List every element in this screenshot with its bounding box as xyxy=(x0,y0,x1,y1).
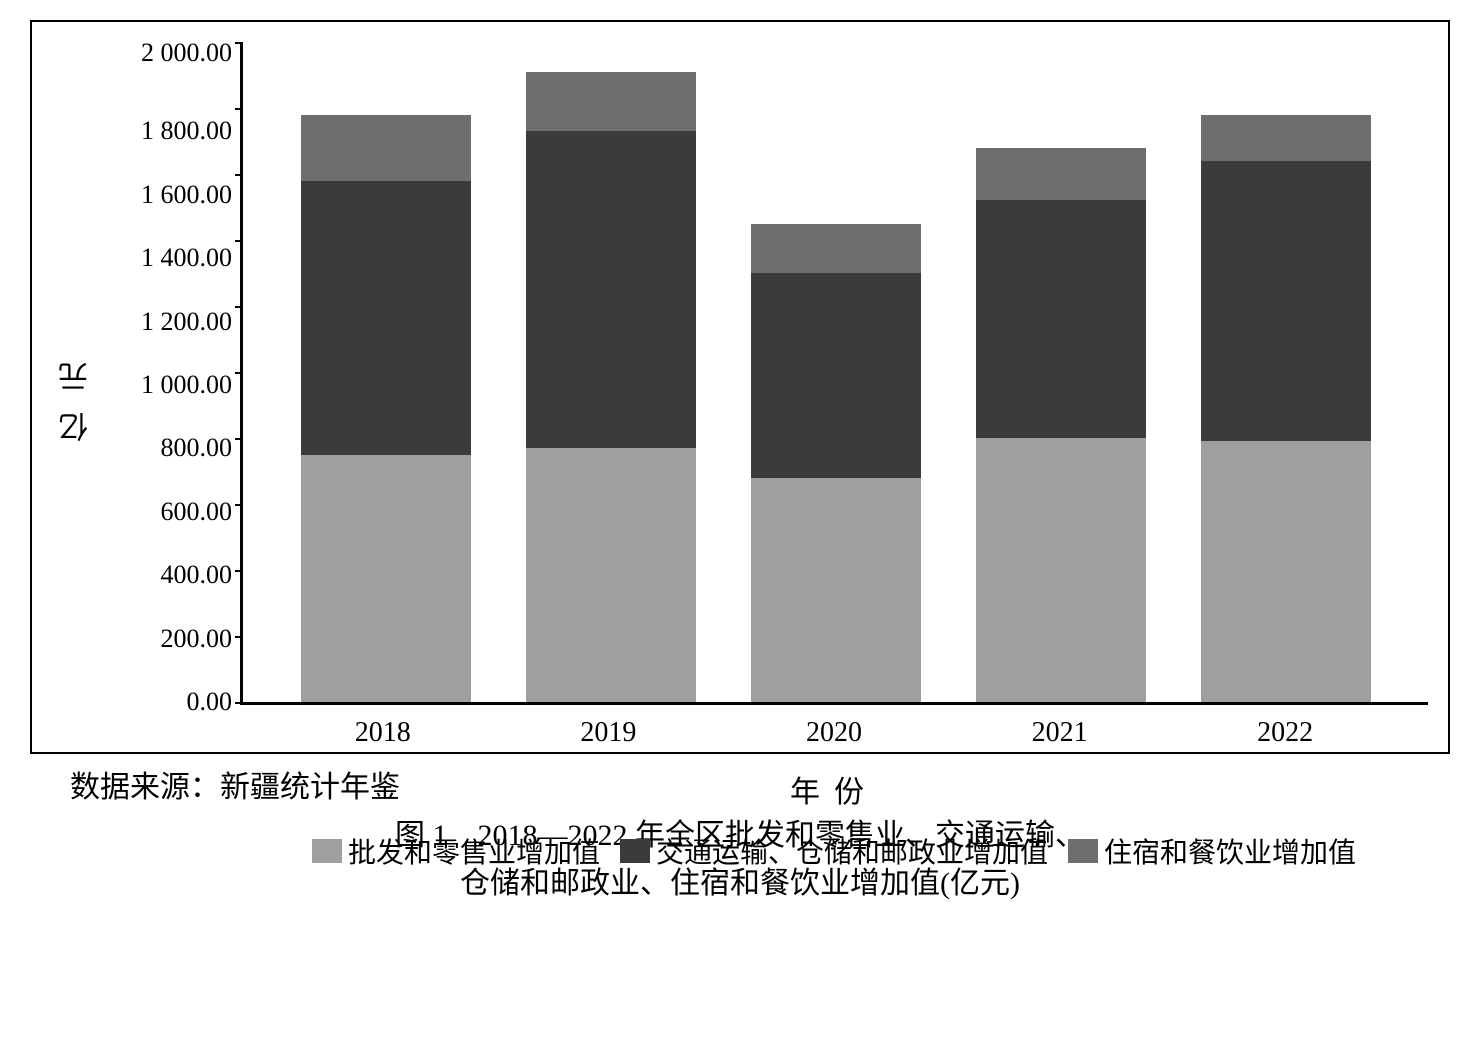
x-axis-label: 年份 xyxy=(240,767,1428,811)
bar-segment xyxy=(526,448,696,702)
y-tick-label: 2 000.00 xyxy=(141,40,232,66)
stacked-bar xyxy=(1201,115,1371,702)
y-tick-label: 1 800.00 xyxy=(141,118,232,144)
chart-body: 亿元 2 000.00 1 800.00 1 600.00 1 400.00 1 200… xyxy=(52,42,1428,742)
bar-segment xyxy=(976,200,1146,438)
legend-item: 批发和零售业增加值 xyxy=(312,831,600,871)
x-tick-label: 2021 xyxy=(970,717,1150,749)
plot-area xyxy=(240,42,1428,705)
legend-label: 住宿和餐饮业增加值 xyxy=(1104,831,1356,871)
bar-segment xyxy=(976,148,1146,201)
plot-wrap: 20182019202020212022 年份 批发和零售业增加值交通运输、仓储… xyxy=(240,42,1428,742)
bar-group xyxy=(1196,115,1376,702)
legend-item: 住宿和餐饮业增加值 xyxy=(1068,831,1356,871)
y-tick-label: 200.00 xyxy=(161,626,233,652)
y-tick-marks xyxy=(235,42,243,702)
bar-segment xyxy=(1201,115,1371,161)
bar-segment xyxy=(526,72,696,131)
y-tick-label: 0.00 xyxy=(187,689,233,715)
bar-segment xyxy=(1201,161,1371,442)
y-axis-ticks: 2 000.00 1 800.00 1 600.00 1 400.00 1 200.00… xyxy=(102,42,240,702)
stacked-bar xyxy=(976,148,1146,702)
bar-group xyxy=(746,224,926,702)
legend-swatch xyxy=(312,839,342,863)
y-tick-label: 1 600.00 xyxy=(141,182,232,208)
y-tick-label: 600.00 xyxy=(161,499,233,525)
legend-label: 批发和零售业增加值 xyxy=(348,831,600,871)
bar-segment xyxy=(976,438,1146,702)
stacked-bar xyxy=(526,72,696,702)
bar-segment xyxy=(751,224,921,274)
y-tick-label: 1 200.00 xyxy=(141,309,232,335)
legend-swatch xyxy=(1068,839,1098,863)
x-tick-label: 2020 xyxy=(744,717,924,749)
y-axis-label: 亿元 xyxy=(52,42,102,742)
chart-frame: 亿元 2 000.00 1 800.00 1 600.00 1 400.00 1 200… xyxy=(30,20,1450,754)
bar-group xyxy=(521,72,701,702)
bar-segment xyxy=(1201,441,1371,702)
x-tick-label: 2018 xyxy=(293,717,473,749)
y-tick-label: 400.00 xyxy=(161,562,233,588)
legend-swatch xyxy=(620,839,650,863)
bar-segment xyxy=(301,115,471,181)
y-tick-label: 1 000.00 xyxy=(141,372,232,398)
bar-segment xyxy=(751,273,921,478)
legend-label: 交通运输、仓储和邮政业增加值 xyxy=(656,831,1048,871)
bar-segment xyxy=(751,478,921,702)
x-tick-label: 2019 xyxy=(518,717,698,749)
x-axis-labels: 2018 2019 2020 2021 2022 xyxy=(240,717,1428,749)
bar-group xyxy=(971,148,1151,702)
y-tick-label: 1 400.00 xyxy=(141,245,232,271)
stacked-bar xyxy=(301,115,471,702)
stacked-bar xyxy=(751,224,921,702)
bar-segment xyxy=(301,181,471,455)
bar-segment xyxy=(526,131,696,448)
y-tick-label: 800.00 xyxy=(161,435,233,461)
legend-item: 交通运输、仓储和邮政业增加值 xyxy=(620,831,1048,871)
bar-group xyxy=(296,115,476,702)
bar-segment xyxy=(301,455,471,703)
legend: 批发和零售业增加值 交通运输、仓储和邮政业增加值 住宿和餐饮业增加值 xyxy=(240,831,1428,871)
x-tick-label: 2022 xyxy=(1195,717,1375,749)
